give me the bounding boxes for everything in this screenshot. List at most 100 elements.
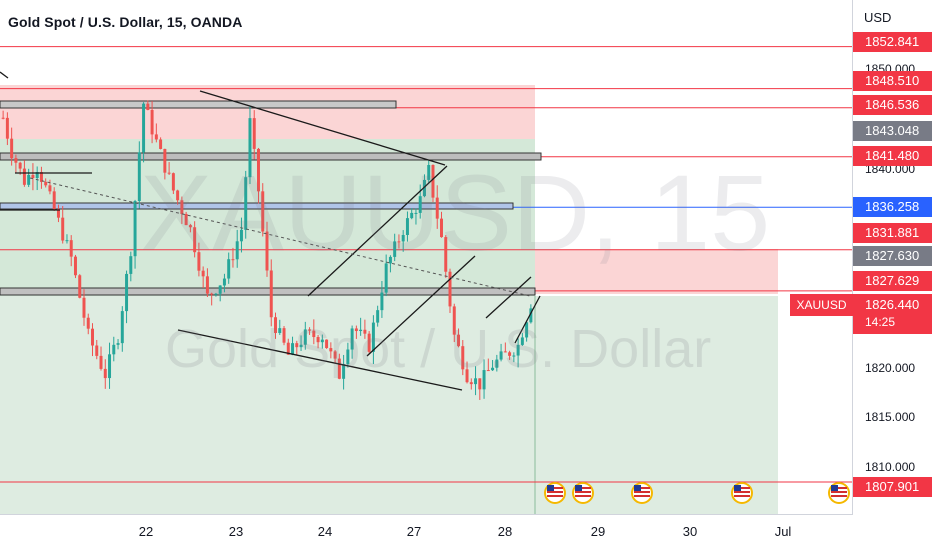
channel-line-a xyxy=(307,165,448,297)
candle-body xyxy=(61,217,65,241)
candle-body xyxy=(444,237,448,272)
us-flag-icon xyxy=(572,482,594,504)
channel-line-b xyxy=(366,255,476,357)
candle-body xyxy=(95,345,99,356)
axis-tick: 1815.000 xyxy=(865,410,916,424)
candle-body xyxy=(188,225,192,228)
candle-body xyxy=(388,256,392,264)
candle-body xyxy=(48,185,52,192)
candle-body xyxy=(495,359,499,368)
candle-body xyxy=(435,197,439,219)
candle-body xyxy=(363,329,367,334)
box-1836 xyxy=(0,202,514,210)
candle-body xyxy=(525,322,529,338)
candle-body xyxy=(184,213,188,226)
candle-body xyxy=(286,342,290,355)
price-tag[interactable]: 1836.258 xyxy=(853,197,932,217)
candle-body xyxy=(282,328,286,343)
candle-body xyxy=(27,174,31,185)
candle-body xyxy=(5,117,9,139)
us-flag-icon xyxy=(631,482,653,504)
candle-body xyxy=(486,370,490,372)
candle-body xyxy=(512,355,516,357)
symbol-watermark: XAUUSD, 15 xyxy=(140,152,771,273)
candle-body xyxy=(180,200,184,214)
candle-body xyxy=(167,172,171,174)
candle-body xyxy=(91,328,94,346)
candle-body xyxy=(261,191,265,232)
price-tag[interactable]: 1807.901 xyxy=(853,477,932,497)
candle-body xyxy=(265,231,269,271)
price-tag[interactable]: 1848.510 xyxy=(853,71,932,91)
candle-body xyxy=(308,329,312,331)
candle-body xyxy=(116,343,120,345)
us-flag-icon xyxy=(731,482,753,504)
candle-body xyxy=(197,252,201,271)
candle-body xyxy=(35,172,39,179)
candle-body xyxy=(239,229,243,242)
price-axis-border xyxy=(852,0,853,515)
candle-body xyxy=(142,103,146,153)
candle-body xyxy=(422,179,426,197)
candle-body xyxy=(414,212,418,214)
last-price-box: 1826.440 14:25 xyxy=(853,294,932,334)
description-watermark: Gold Spot / U.S. Dollar xyxy=(165,319,712,379)
candle-body xyxy=(218,285,222,294)
candle-body xyxy=(39,172,43,182)
price-tag[interactable]: 1841.480 xyxy=(853,146,932,166)
candle-body xyxy=(325,339,329,349)
candle-body xyxy=(384,263,388,293)
box-1846 xyxy=(0,100,397,109)
candle-body xyxy=(278,328,282,334)
candle-body xyxy=(65,240,69,242)
trend-line-lower xyxy=(177,329,463,391)
axis-tick: 1810.000 xyxy=(865,460,916,474)
price-tag[interactable]: 1852.841 xyxy=(853,32,932,52)
candle-body xyxy=(137,152,141,202)
candle-body xyxy=(133,201,137,257)
candle-body xyxy=(82,297,86,318)
candles xyxy=(1,100,533,400)
candle-body xyxy=(469,382,473,385)
symbol-badge: XAUUSD xyxy=(790,294,853,316)
candle-body xyxy=(401,234,405,242)
candle-body xyxy=(320,339,324,343)
candle-body xyxy=(73,256,77,276)
candle-body xyxy=(397,241,401,243)
time-label: 27 xyxy=(406,524,422,539)
trend-line-upper xyxy=(199,90,446,166)
candle-body xyxy=(18,162,22,169)
candle-body xyxy=(235,241,239,260)
candle-body xyxy=(163,148,167,173)
price-tag[interactable]: 1843.048 xyxy=(853,121,932,141)
candle-body xyxy=(350,328,354,350)
candle-body xyxy=(120,311,124,344)
candle-body xyxy=(448,271,452,307)
candle-body xyxy=(367,333,371,352)
candle-body xyxy=(405,218,409,235)
candle-body xyxy=(244,177,248,230)
candle-body xyxy=(346,349,350,365)
candle-body xyxy=(431,165,435,198)
candle-body xyxy=(231,259,235,261)
us-flag-icon xyxy=(828,482,850,504)
price-tag[interactable]: 1831.881 xyxy=(853,223,932,243)
candle-body xyxy=(78,275,82,298)
price-tag[interactable]: 1827.630 xyxy=(853,246,932,266)
candle-body xyxy=(516,344,520,356)
axis-tick: 1820.000 xyxy=(865,361,916,375)
candle-body xyxy=(193,227,197,253)
time-label: 28 xyxy=(497,524,513,539)
candle-body xyxy=(99,355,103,369)
candle-body xyxy=(508,352,512,356)
candle-body xyxy=(256,148,260,192)
candle-body xyxy=(154,134,158,140)
candle-body xyxy=(342,364,346,379)
price-tag[interactable]: 1846.536 xyxy=(853,95,932,115)
candle-body xyxy=(312,330,316,338)
candle-body xyxy=(371,322,375,352)
candle-body xyxy=(333,351,337,359)
price-tag[interactable]: 1827.629 xyxy=(853,271,932,291)
wedge-line-a xyxy=(485,276,532,319)
